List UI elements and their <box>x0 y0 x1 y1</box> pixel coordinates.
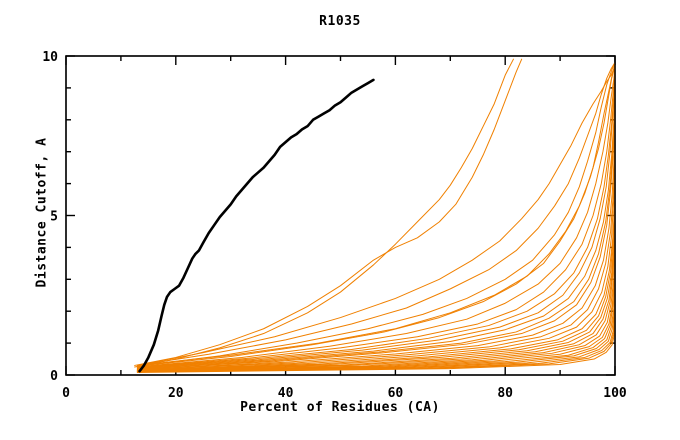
series-line-model-21 <box>136 55 616 372</box>
x-tick-label: 0 <box>62 386 70 401</box>
series-line-model-4 <box>136 55 616 366</box>
series-line-model-outlier-b <box>134 58 523 366</box>
y-axis-label: Distance Cutoff, A <box>34 137 50 288</box>
series-line-model-8 <box>136 55 616 368</box>
series-line-model-10 <box>136 55 616 368</box>
axes-layer <box>65 55 616 376</box>
series-line-model-18 <box>136 55 616 371</box>
x-axis-label: Percent of Residues (CA) <box>240 400 440 415</box>
tick-label-layer: 0 20 40 60 80 100 0 5 10 <box>42 50 627 401</box>
plot-frame-overlay <box>65 55 616 376</box>
series-line-model-27 <box>136 55 616 373</box>
y-tick-label: 5 <box>50 210 58 225</box>
x-tick-label: 60 <box>388 386 404 401</box>
series-line-model-5 <box>136 55 616 367</box>
series-line-model-16 <box>136 55 616 370</box>
page-title: R1035 <box>319 14 361 29</box>
series-line-model-11 <box>136 55 616 369</box>
series-line-model-22 <box>136 55 616 372</box>
series-line-model-3 <box>136 55 616 366</box>
x-tick-label: 80 <box>497 386 513 401</box>
series-line-model-13 <box>136 55 616 370</box>
series-line-model-12 <box>136 55 616 369</box>
series-line-model-7 <box>136 55 616 366</box>
y-tick-label: 0 <box>50 369 58 384</box>
series-line-model-9 <box>136 55 616 368</box>
series-line-model-17 <box>136 55 616 371</box>
series-line-model-20 <box>136 55 616 372</box>
x-tick-label: 20 <box>168 386 184 401</box>
series-line-model-25 <box>136 55 616 372</box>
series-line-model-outlier-a <box>134 58 514 368</box>
x-tick-label: 100 <box>603 386 627 401</box>
series-line-best-model <box>138 78 375 373</box>
series-line-model-23 <box>136 55 616 372</box>
y-tick-label: 10 <box>42 50 58 65</box>
series-line-model-14 <box>136 55 616 370</box>
plot-frame <box>65 55 616 376</box>
series-line-model-24 <box>136 55 616 372</box>
x-tick-label: 40 <box>278 386 294 401</box>
series-line-model-6 <box>136 55 616 367</box>
series-line-model-26 <box>136 55 616 373</box>
series-line-model-15 <box>136 55 616 370</box>
series-layer <box>134 55 616 373</box>
series-line-model-19 <box>136 55 616 371</box>
